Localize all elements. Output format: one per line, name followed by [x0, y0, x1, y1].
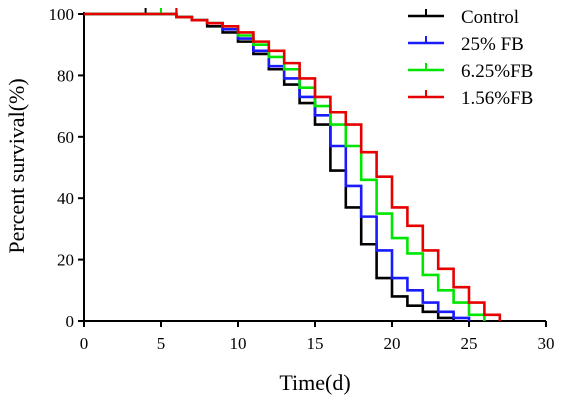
x-tick-label: 20	[384, 334, 401, 353]
y-tick-label: 60	[57, 128, 74, 147]
y-ticks: 0 20 40 60 80 100	[49, 5, 84, 331]
x-tick-label: 5	[157, 334, 166, 353]
x-axis-title: Time(d)	[279, 370, 350, 395]
x-tick-label: 0	[80, 334, 89, 353]
legend-label: 6.25%FB	[461, 61, 533, 82]
y-tick-label: 100	[49, 5, 75, 24]
legend-label: Control	[461, 7, 519, 28]
series-line	[84, 12, 471, 321]
x-tick-label: 10	[230, 334, 247, 353]
y-tick-label: 0	[66, 312, 75, 331]
legend-label: 1.56%FB	[461, 88, 533, 109]
series-line	[84, 12, 502, 321]
legend-label: 25% FB	[461, 34, 524, 55]
x-tick-label: 25	[461, 334, 478, 353]
y-tick-label: 40	[57, 189, 74, 208]
y-tick-label: 80	[57, 66, 74, 85]
y-axis: 0 20 40 60 80 100 Percent survival(%)	[4, 5, 85, 331]
x-tick-label: 15	[307, 334, 324, 353]
x-ticks: 0 5 10 15 20 25 30	[80, 321, 555, 353]
legend: Control 25% FB 6.25%FB 1.56%FB	[408, 7, 533, 109]
x-axis: 0 5 10 15 20 25 30 Time(d)	[80, 320, 555, 395]
series-layer	[84, 8, 502, 321]
y-axis-title: Percent survival(%)	[4, 78, 29, 253]
x-tick-label: 30	[538, 334, 555, 353]
y-tick-label: 20	[57, 251, 74, 270]
